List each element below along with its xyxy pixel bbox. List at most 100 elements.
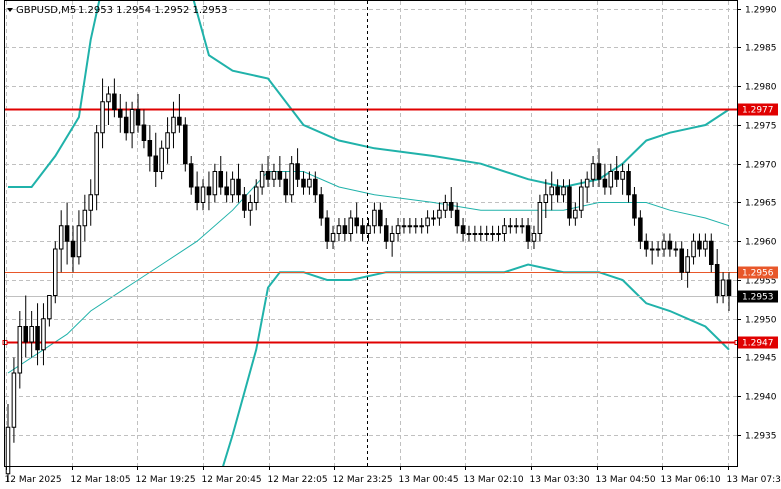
candle-body [584,178,590,188]
price-axis[interactable]: 1.29901.29851.29801.29751.29701.29651.29… [737,6,777,442]
candle-body [697,240,702,250]
candle-body [171,116,176,134]
candle-body [336,225,342,234]
price-tick-label: 1.2975 [745,122,777,132]
candle-body [129,109,135,134]
candle-body [614,171,619,180]
candle-body [620,171,625,180]
price-tick-label: 1.2980 [745,83,777,93]
price-tick-label: 1.2960 [745,238,777,248]
candle-body [82,209,88,227]
candle-body [549,186,554,196]
price-level-label: 1.2956 [742,269,774,279]
candle-body [236,178,241,196]
symbol-dropdown-icon[interactable] [7,8,13,12]
candle-body [679,248,684,273]
candle-body [638,217,643,242]
candle-body [573,209,578,219]
candle-body [691,240,696,258]
time-tick-label: 13 Mar 00:45 [399,475,459,485]
candle-body [100,101,105,134]
candle-body [35,326,40,351]
time-axis[interactable]: 12 Mar 2025 12 Mar 18:05 12 Mar 19:25 12 Ma… [5,466,781,485]
candle-body [135,109,141,126]
candle-body [537,202,543,234]
candle-body [70,240,76,258]
candle-body [685,256,690,273]
candle-body [726,279,732,296]
candle-body [708,240,714,265]
candle-body [17,326,23,374]
candle-body [502,225,507,234]
candle-body [401,225,407,228]
current-price-label: 1.2953 [742,293,774,303]
candle-body [496,233,501,235]
time-tick-label: 12 Mar 23:25 [333,475,393,485]
candle-body [330,233,336,242]
candle-body [94,132,99,196]
candle-body [188,163,194,188]
candle-body [200,186,206,203]
candle-body [360,225,365,234]
grid [5,1,737,466]
candle-body [460,225,466,234]
candle-body [490,233,495,235]
candle-body [248,202,253,211]
candle-body [271,171,277,180]
candle-body [64,225,70,242]
candle-body [230,178,235,196]
candle-body [289,163,294,196]
candle-body [443,202,448,211]
candle-body [183,124,188,165]
price-level-label: 1.2947 [742,339,774,349]
candle-body [76,225,82,258]
candle-body [555,186,560,196]
price-level-label: 1.2977 [742,106,774,116]
price-tick-label: 1.2965 [745,199,777,209]
current-price-tag [738,290,778,303]
candle-body [543,194,549,203]
candle-body [118,109,123,118]
price-tick-label: 1.2935 [745,432,777,442]
candle-body [206,186,212,196]
candle-body [531,233,537,242]
candle-body [508,225,513,228]
candle-body [578,186,584,211]
candle-body [407,225,413,228]
candle-body [454,209,460,227]
candle-body [318,194,324,219]
candle-body [47,295,52,320]
price-tick-label: 1.2970 [745,161,777,171]
candle-body [112,93,117,110]
time-tick-label: 12 Mar 19:25 [136,475,196,485]
candle-body [313,178,318,196]
candle-body [484,233,489,235]
time-tick-label: 12 Mar 20:45 [202,475,262,485]
candle-body [413,225,419,228]
candle-body [177,116,182,126]
candle-body [478,233,484,235]
candle-body [295,163,300,180]
time-tick-label: 13 Mar 06:10 [661,475,721,485]
candle-body [661,240,667,250]
candle-body [354,217,359,227]
candle-body [608,171,614,188]
bollinger-upper-line [8,1,730,189]
candle-body [437,209,442,219]
candle-body [253,186,259,203]
candlesticks [5,78,732,482]
candle-body [602,178,608,188]
chart-symbol: GBPUSD,M5 [16,5,76,16]
candle-body [567,186,572,219]
candle-body [673,248,679,251]
candle-body [519,225,525,228]
candle-body [372,209,377,227]
candle-body [720,279,726,296]
candle-body [448,202,454,211]
candle-body [218,171,224,188]
candle-body [472,233,478,235]
candle-body [590,163,596,180]
plot-frame [4,0,738,467]
level-labels: 1.2977 1.2956 1.2947 1.2953 [738,103,778,349]
